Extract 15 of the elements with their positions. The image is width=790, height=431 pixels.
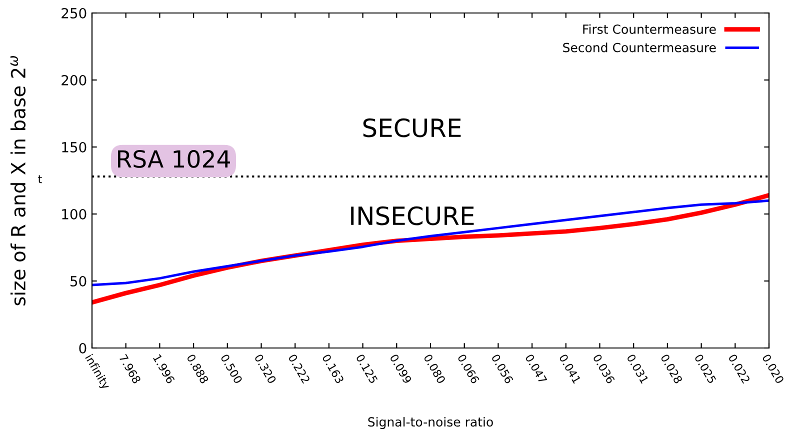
y-tick-label: 0 bbox=[79, 342, 86, 354]
annotation: SECURE bbox=[363, 118, 461, 138]
ref-line-label: RSA 1024 bbox=[118, 150, 230, 168]
annotation: INSECURE bbox=[351, 206, 474, 226]
text: t bbox=[38, 175, 42, 184]
line-series bbox=[92, 199, 769, 286]
legend-label: Second Countermeasure bbox=[563, 42, 716, 52]
legend-label: First Countermeasure bbox=[583, 24, 716, 34]
y-tick-label: 250 bbox=[62, 8, 86, 18]
y-tick-label: 200 bbox=[62, 74, 86, 86]
y-tick-label: 100 bbox=[62, 208, 86, 220]
x-axis-title: Signal-to-noise ratio bbox=[368, 416, 493, 430]
y-tick-label: 150 bbox=[62, 142, 86, 152]
y-axis-title: size of R and X in base 2$^{ω}$ bbox=[10, 56, 26, 306]
y-tick-label: 50 bbox=[70, 276, 86, 286]
